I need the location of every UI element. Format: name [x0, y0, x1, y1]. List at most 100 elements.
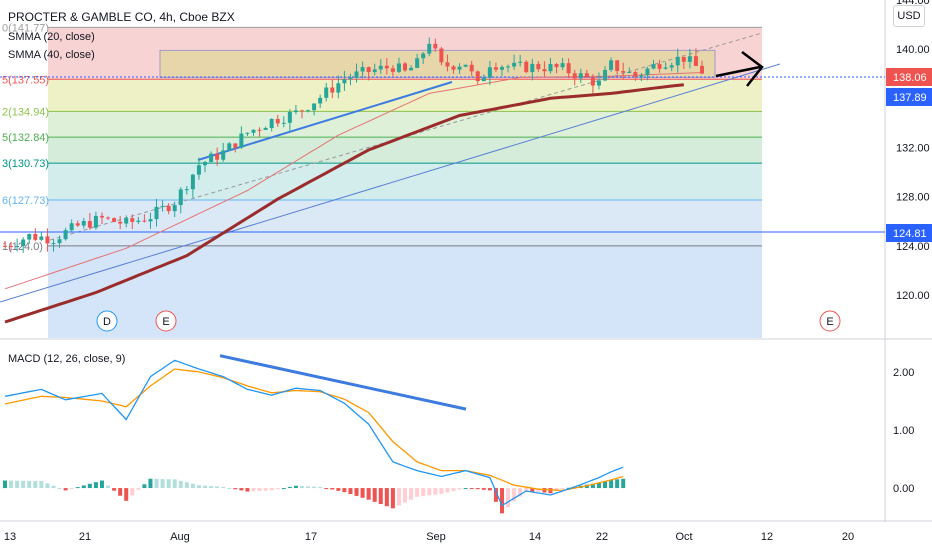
time-tick-label: 21 [79, 531, 91, 543]
macd-histogram-bar [81, 485, 86, 489]
price-tag-label: 138.06 [893, 72, 927, 84]
candle-body [69, 223, 74, 231]
candle-body [21, 239, 26, 247]
macd-histogram-bar [45, 483, 50, 489]
candle-body [487, 67, 492, 78]
macd-histogram-bar [69, 488, 74, 490]
price-tick-label: 124.00 [896, 241, 930, 253]
candle-body [396, 63, 401, 72]
candle-body [227, 143, 232, 151]
fib-level-label: 1(124.0) [2, 241, 43, 253]
macd-histogram-bar [142, 484, 147, 489]
candle-body [663, 67, 668, 69]
fib-band [48, 163, 762, 200]
macd-histogram-bar [209, 486, 214, 489]
fib-level-label: 6(127.73) [2, 195, 49, 207]
macd-histogram-bar [190, 483, 195, 489]
candle-body [51, 243, 56, 245]
time-tick-label: 17 [305, 531, 317, 543]
macd-histogram-bar [518, 488, 523, 497]
macd-histogram-bar [130, 488, 135, 496]
candle-body [106, 217, 111, 219]
macd-histogram-bar [603, 481, 608, 489]
candle-body [57, 239, 62, 244]
macd-histogram-bar [409, 488, 414, 500]
candle-body [372, 69, 377, 73]
candle-body [312, 103, 317, 111]
fib-band [48, 111, 762, 138]
candle-body [493, 67, 498, 70]
time-tick-label: 20 [842, 531, 854, 543]
candle-body [342, 79, 347, 84]
macd-histogram-bar [178, 480, 183, 489]
macd-histogram-bar [415, 488, 420, 497]
candle-body [293, 110, 298, 112]
candle-body [275, 118, 280, 124]
macd-histogram-bar [512, 488, 517, 502]
candle-body [336, 83, 341, 93]
time-tick-label: Oct [675, 531, 692, 543]
macd-histogram-bar [493, 488, 498, 502]
candle-body [142, 220, 147, 222]
candle-body [39, 236, 44, 240]
candle-body [281, 122, 286, 124]
event-marker-label: E [826, 316, 833, 328]
candle-body [421, 53, 426, 59]
macd-histogram-bar [596, 482, 601, 489]
macd-histogram-bar [524, 488, 529, 492]
candle-body [615, 60, 620, 72]
price-tag [886, 88, 932, 106]
candle-body [172, 205, 177, 212]
candle-body [233, 143, 238, 148]
arrow-head [741, 51, 764, 87]
candle-body [633, 72, 638, 77]
candle-body [427, 43, 432, 54]
candle-body [203, 162, 208, 166]
candle-body [524, 61, 529, 73]
candle-body [287, 111, 292, 123]
candle-body [518, 61, 523, 63]
price-tick-label: 120.00 [896, 290, 930, 302]
macd-histogram-bar [148, 478, 153, 489]
fib-band [48, 79, 762, 112]
candle-body [657, 64, 662, 69]
candle-body [324, 87, 329, 98]
candle-body [221, 150, 226, 160]
macd-histogram-bar [196, 485, 201, 489]
candle-body [263, 127, 268, 130]
candle-body [409, 67, 414, 71]
macd-histogram-bar [93, 482, 98, 489]
candle-body [584, 73, 589, 78]
macd-histogram-bar [621, 478, 626, 489]
macd-histogram-bar [330, 488, 335, 490]
macd-histogram-bar [124, 488, 129, 501]
macd-histogram-bar [275, 488, 280, 490]
candle-body [366, 67, 371, 73]
candle-body [209, 153, 214, 163]
candle-body [63, 230, 68, 240]
macd-histogram-bar [51, 485, 56, 489]
candle-body [299, 110, 304, 112]
price-tick-label: 144.00 [896, 0, 930, 7]
macd-histogram-bar [590, 483, 595, 489]
macd-histogram-bar [536, 488, 541, 492]
time-tick-label: Aug [170, 531, 190, 543]
arrow-shaft [715, 65, 761, 78]
macd-histogram-bar [463, 488, 468, 490]
candle-body [45, 236, 50, 244]
time-tick-label: 22 [596, 531, 608, 543]
macd-histogram-bar [154, 478, 159, 489]
candle-body [306, 110, 311, 112]
macd-histogram-bar [21, 480, 26, 489]
candle-body [239, 133, 244, 148]
macd-histogram-bar [281, 488, 286, 490]
currency-button[interactable]: USD [893, 5, 925, 27]
fib-level-label: 3(130.73) [2, 158, 49, 170]
macd-histogram-bar [233, 488, 238, 490]
macd-histogram-bar [506, 488, 511, 508]
macd-histogram-bar [184, 482, 189, 489]
macd-histogram-bar [215, 486, 220, 489]
candle-body [536, 63, 541, 70]
